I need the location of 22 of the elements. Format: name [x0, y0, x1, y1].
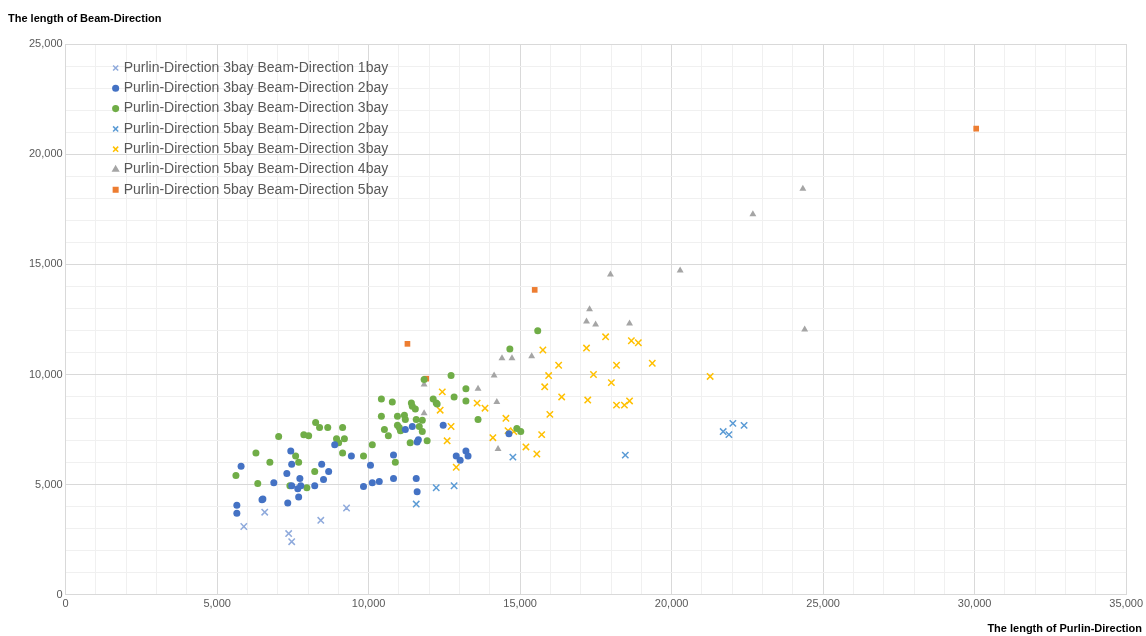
y-tick-label: 20,000: [28, 147, 63, 160]
y-tick-label: 10,000: [28, 367, 63, 380]
legend-label: Purlin-Direction 5bay Beam-Direction 3bay: [123, 140, 389, 157]
x-tick-label: 35,000: [1109, 597, 1144, 610]
x-axis-title: The length of Purlin-Direction: [987, 622, 1142, 634]
x-tick-label: 5,000: [203, 597, 231, 610]
legend-label: Purlin-Direction 3bay Beam-Direction 2bay: [123, 79, 389, 96]
y-tick-label: 15,000: [28, 257, 63, 270]
x-tick-label: 25,000: [806, 597, 840, 610]
legend-label: Purlin-Direction 5bay Beam-Direction 5bay: [123, 180, 389, 197]
y-tick-label: 0: [56, 587, 63, 600]
x-tick-label: 20,000: [654, 597, 689, 610]
x-tick-label: 30,000: [957, 597, 992, 610]
x-tick-label: 10,000: [351, 597, 386, 610]
y-axis-title: The length of Beam-Direction: [8, 12, 162, 24]
x-tick-label: 15,000: [503, 597, 537, 610]
legend-label: Purlin-Direction 5bay Beam-Direction 2bay: [123, 119, 389, 136]
y-tick-label: 25,000: [28, 37, 63, 50]
y-tick-label: 5,000: [35, 477, 63, 490]
legend-label: Purlin-Direction 3bay Beam-Direction 3bay: [123, 99, 389, 116]
legend-label: Purlin-Direction 5bay Beam-Direction 4bay: [123, 160, 389, 177]
legend-label: Purlin-Direction 3bay Beam-Direction 1bay: [123, 58, 389, 75]
